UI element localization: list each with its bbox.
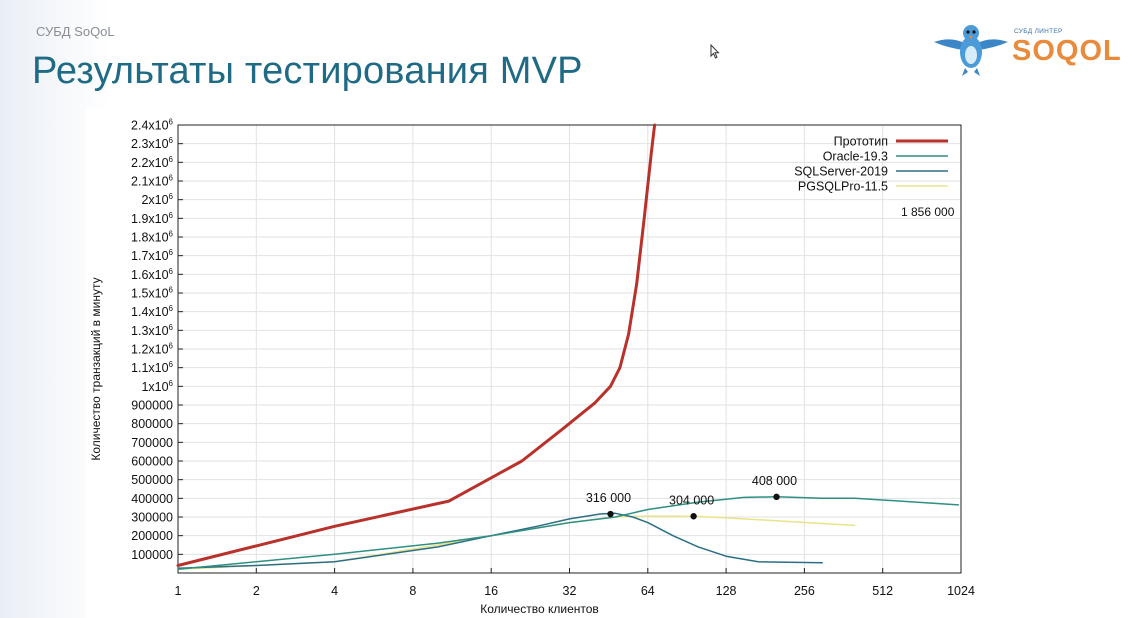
x-tick-label: 1024 bbox=[947, 584, 975, 598]
y-tick-label: 600000 bbox=[131, 455, 173, 469]
point-annotations: 316 000 304 000 408 000 bbox=[586, 474, 797, 520]
y-tick-label: 2.3x106 bbox=[131, 136, 174, 151]
line-chart: 100000 200000 300000 400000 500000 600000 7000… bbox=[89, 118, 975, 617]
mouse-cursor-icon bbox=[710, 44, 720, 59]
x-tick-label: 4 bbox=[331, 584, 338, 598]
y-tick-label: 2x106 bbox=[141, 192, 173, 207]
x-tick-label: 2 bbox=[253, 584, 260, 598]
brand-logo: СУБД ЛИНТЕР SOQOL bbox=[932, 20, 1122, 80]
y-tick-label: 1.8x106 bbox=[131, 230, 174, 245]
y-tick-label: 300000 bbox=[131, 511, 173, 525]
bird-mascot-icon bbox=[934, 25, 1008, 76]
logo-caption: СУБД ЛИНТЕР bbox=[1014, 28, 1063, 35]
extra-value-label: 1 856 000 bbox=[901, 205, 955, 219]
y-axis-ticks: 100000 200000 300000 400000 500000 600000 7000… bbox=[131, 118, 183, 562]
y-tick-label: 1.6x106 bbox=[131, 267, 174, 282]
annotation-label: 408 000 bbox=[752, 474, 797, 488]
y-tick-label: 800000 bbox=[131, 417, 173, 431]
y-tick-label: 2.2x106 bbox=[131, 155, 174, 170]
legend-label: PGSQLPro-11.5 bbox=[798, 180, 888, 194]
y-tick-label: 500000 bbox=[131, 473, 173, 487]
annotation-point bbox=[690, 513, 697, 520]
x-tick-label: 512 bbox=[872, 584, 893, 598]
legend-label: Oracle-19.3 bbox=[823, 150, 888, 164]
x-tick-label: 32 bbox=[563, 584, 577, 598]
series-line-oracle bbox=[177, 496, 960, 571]
series-line-prototype bbox=[176, 123, 657, 567]
annotation-label: 316 000 bbox=[586, 491, 631, 505]
y-tick-label: 1.9x106 bbox=[131, 211, 174, 226]
y-axis-label: Количество транзакций в минуту bbox=[89, 277, 103, 460]
y-tick-label: 1.5x106 bbox=[131, 286, 174, 301]
x-tick-label: 16 bbox=[484, 584, 498, 598]
y-tick-label: 2.4x106 bbox=[131, 118, 174, 133]
x-axis-ticks: 1 2 4 8 16 32 64 128 256 512 1024 bbox=[175, 568, 975, 598]
y-tick-label: 2.1x106 bbox=[131, 174, 174, 189]
y-tick-label: 1x106 bbox=[141, 379, 173, 394]
breadcrumb: СУБД SoQoL bbox=[36, 24, 115, 39]
x-tick-label: 256 bbox=[794, 584, 815, 598]
x-tick-label: 8 bbox=[409, 584, 416, 598]
annotation-point bbox=[773, 493, 780, 501]
y-tick-label: 1.1x106 bbox=[131, 360, 174, 375]
y-tick-label: 1.2x106 bbox=[131, 342, 174, 357]
x-axis-label: Количество клиентов bbox=[480, 602, 599, 616]
legend-label: SQLServer-2019 bbox=[794, 165, 888, 179]
page-title: Результаты тестирования MVP bbox=[32, 50, 583, 92]
y-tick-label: 400000 bbox=[131, 492, 173, 506]
y-tick-label: 1.3x106 bbox=[131, 323, 174, 338]
logo-wordmark: SOQOL bbox=[1012, 35, 1122, 67]
legend: ПрототипOracle-19.3SQLServer-2019PGSQLPr… bbox=[794, 135, 948, 194]
y-tick-label: 1.7x106 bbox=[131, 248, 174, 263]
y-tick-label: 1.4x106 bbox=[131, 304, 174, 319]
annotation-point bbox=[607, 510, 614, 518]
y-tick-label: 700000 bbox=[131, 436, 173, 450]
x-tick-label: 128 bbox=[716, 584, 737, 598]
y-tick-label: 200000 bbox=[131, 529, 173, 543]
y-tick-label: 900000 bbox=[131, 399, 173, 413]
x-tick-label: 1 bbox=[175, 584, 182, 598]
legend-label: Прототип bbox=[834, 135, 888, 149]
annotation-label: 304 000 bbox=[669, 493, 714, 507]
y-tick-label: 100000 bbox=[131, 548, 173, 562]
chart-panel: 100000 200000 300000 400000 500000 600000 7000… bbox=[86, 108, 982, 618]
x-tick-label: 64 bbox=[641, 584, 655, 598]
